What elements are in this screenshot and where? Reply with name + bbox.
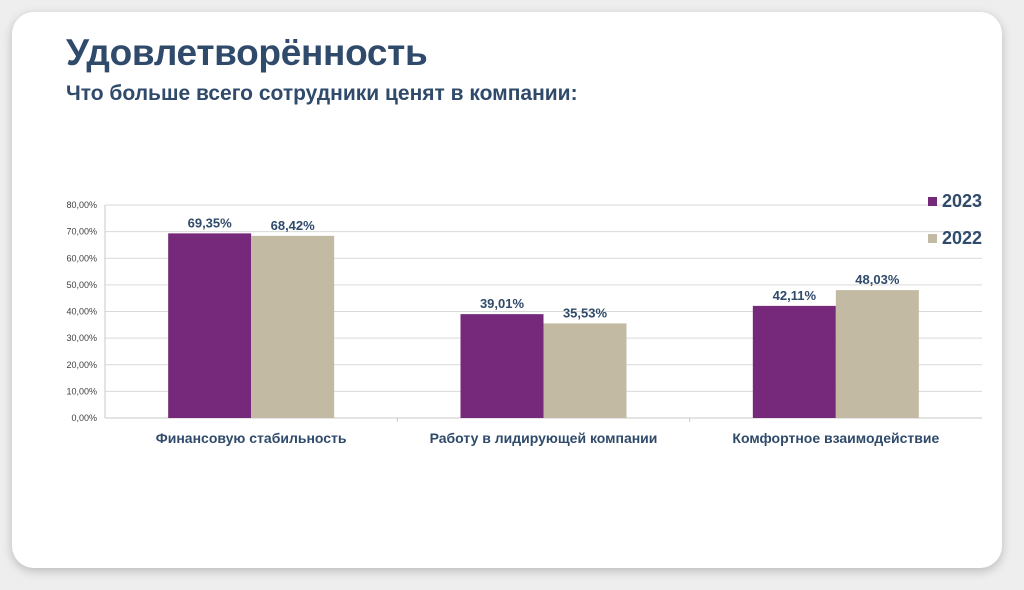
legend-swatch-2023 bbox=[928, 197, 937, 206]
bar-2022 bbox=[835, 290, 919, 418]
page-title: Удовлетворённость bbox=[66, 32, 428, 73]
bar-2022 bbox=[543, 323, 627, 418]
data-label-2023: 39,01% bbox=[480, 296, 525, 311]
legend-label-2022: 2022 bbox=[942, 228, 983, 248]
legend-label-2023: 2023 bbox=[942, 191, 983, 211]
bar-2022 bbox=[251, 235, 335, 418]
data-label-2023: 69,35% bbox=[188, 215, 233, 230]
legend-item-2022: 2022 bbox=[928, 228, 982, 249]
x-category-label: Финансовую стабильность bbox=[156, 430, 347, 446]
bar-2023 bbox=[752, 305, 836, 418]
legend-swatch-2022 bbox=[928, 234, 937, 243]
x-category-label: Работу в лидирующей компании bbox=[430, 430, 658, 446]
bar-2023 bbox=[460, 314, 544, 418]
y-tick-label: 10,00% bbox=[66, 386, 97, 396]
y-tick-label: 60,00% bbox=[66, 253, 97, 263]
y-tick-label: 70,00% bbox=[66, 227, 97, 237]
x-category-label: Комфортное взаимодействие bbox=[732, 430, 939, 446]
bar-2023 bbox=[168, 233, 252, 418]
data-label-2022: 68,42% bbox=[271, 218, 316, 233]
y-tick-label: 0,00% bbox=[71, 413, 97, 423]
y-tick-label: 40,00% bbox=[66, 307, 97, 317]
data-label-2022: 48,03% bbox=[855, 272, 900, 287]
y-tick-label: 20,00% bbox=[66, 360, 97, 370]
legend-item-2023: 2023 bbox=[928, 191, 982, 212]
data-label-2022: 35,53% bbox=[563, 305, 608, 320]
chart-subtitle: Что больше всего сотрудники ценят в комп… bbox=[66, 82, 578, 105]
y-tick-label: 80,00% bbox=[66, 200, 97, 210]
y-tick-label: 50,00% bbox=[66, 280, 97, 290]
y-tick-label: 30,00% bbox=[66, 333, 97, 343]
data-label-2023: 42,11% bbox=[773, 288, 817, 303]
